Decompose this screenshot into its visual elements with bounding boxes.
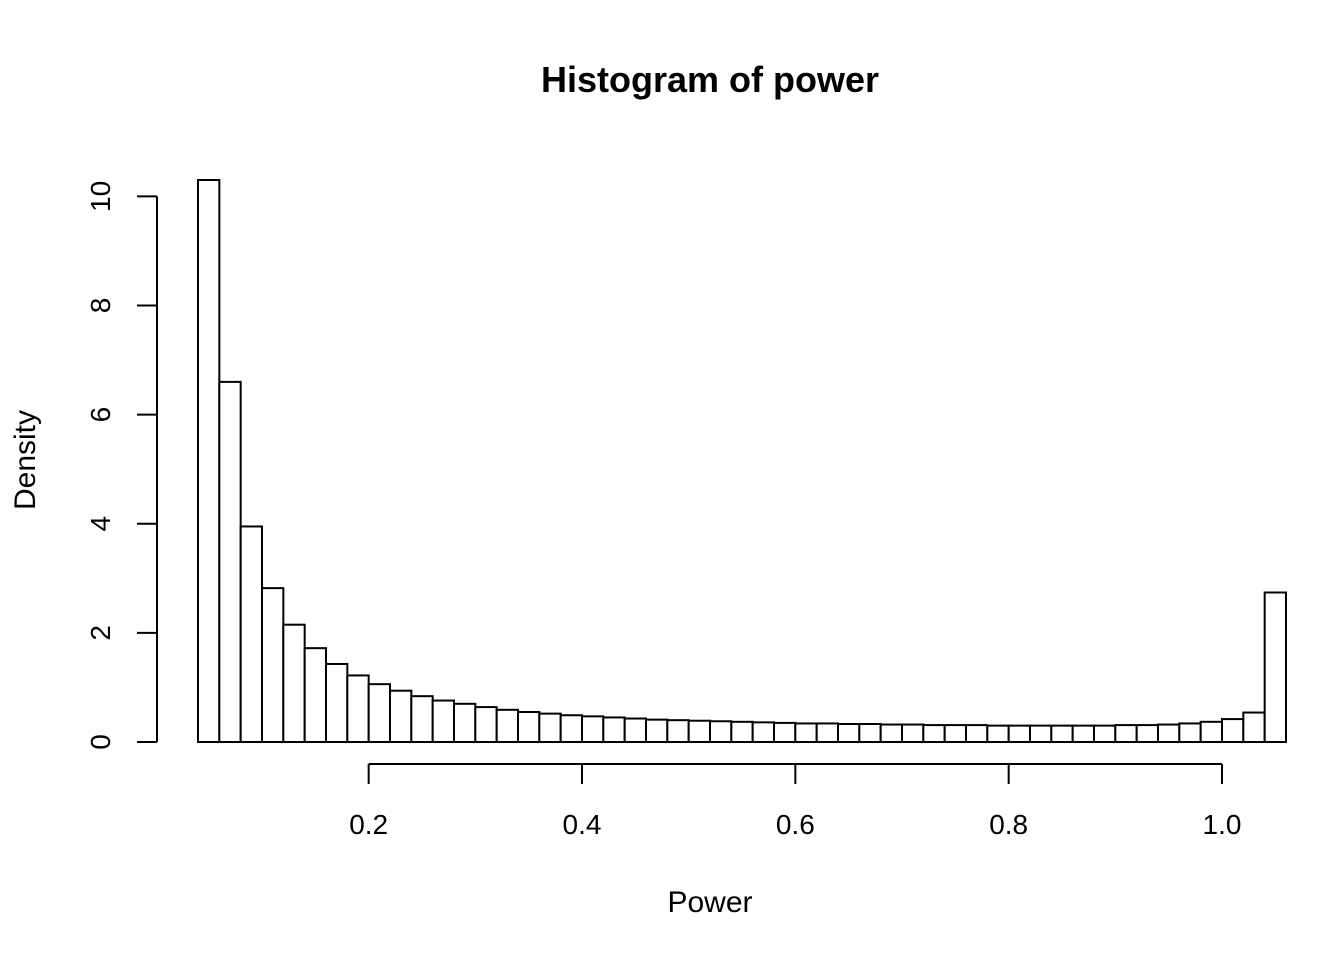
histogram-bar bbox=[367, 683, 391, 743]
histogram-bar bbox=[1199, 720, 1223, 743]
y-tick-label: 8 bbox=[85, 298, 116, 314]
histogram-bar bbox=[794, 722, 818, 744]
histogram-bar bbox=[538, 712, 562, 744]
y-tick-label: 2 bbox=[85, 625, 116, 641]
histogram-bar bbox=[1114, 724, 1138, 744]
histogram-bar bbox=[303, 647, 327, 743]
histogram-bar bbox=[282, 623, 306, 744]
histogram-bar bbox=[773, 721, 797, 743]
histogram-bar bbox=[1007, 724, 1032, 743]
histogram-bar bbox=[431, 699, 455, 744]
histogram-bar bbox=[623, 717, 648, 743]
histogram-bar bbox=[325, 662, 349, 743]
y-axis-label: Density bbox=[9, 410, 42, 510]
histogram-bar bbox=[751, 721, 776, 744]
histogram-bar bbox=[1157, 723, 1181, 743]
x-tick-label: 0.2 bbox=[349, 809, 388, 840]
histogram-bar bbox=[346, 674, 370, 743]
y-tick-label: 10 bbox=[85, 181, 116, 212]
x-tick-label: 0.6 bbox=[776, 809, 815, 840]
histogram-bar bbox=[197, 179, 221, 743]
histogram-bar bbox=[965, 724, 989, 744]
histogram-bar bbox=[602, 716, 626, 743]
histogram-bar bbox=[858, 722, 882, 744]
histogram-bar bbox=[943, 724, 968, 744]
chart-title: Histogram of power bbox=[541, 59, 879, 100]
histogram-bar bbox=[1093, 724, 1117, 743]
histogram-bar bbox=[389, 689, 413, 744]
histogram-bar bbox=[1071, 724, 1095, 743]
x-axis-label: Power bbox=[667, 886, 752, 919]
x-axis: 0.2 0.4 0.6 0.8 1.0 bbox=[349, 763, 1242, 840]
histogram-bar bbox=[815, 722, 840, 744]
histogram-bar bbox=[495, 708, 519, 743]
y-axis: 0 2 4 6 8 10 bbox=[85, 181, 158, 750]
histogram-bar bbox=[453, 702, 477, 744]
histogram-bar bbox=[1029, 724, 1053, 743]
histogram-bar bbox=[474, 706, 498, 743]
histogram-bar bbox=[410, 695, 434, 743]
histogram-bar bbox=[239, 525, 264, 743]
x-tick-label: 0.4 bbox=[563, 809, 602, 840]
histogram-bar bbox=[261, 587, 285, 743]
histogram-bar bbox=[1221, 718, 1245, 743]
histogram-bar bbox=[666, 719, 690, 743]
histogram-bar bbox=[837, 722, 861, 744]
histogram-bar bbox=[986, 724, 1010, 743]
histogram-bar bbox=[559, 714, 584, 744]
histogram-bar bbox=[687, 719, 712, 744]
histogram-bar bbox=[1263, 591, 1287, 743]
histogram-bar bbox=[709, 720, 733, 743]
x-tick-label: 0.8 bbox=[989, 809, 1028, 840]
bars-group bbox=[197, 179, 1287, 744]
histogram-bar bbox=[901, 723, 925, 743]
y-tick-label: 4 bbox=[85, 516, 116, 532]
histogram-bar bbox=[1178, 722, 1202, 744]
histogram-bar bbox=[730, 720, 754, 743]
histogram-bar bbox=[581, 715, 605, 744]
histogram-bar bbox=[1050, 724, 1074, 743]
histogram-bar bbox=[218, 380, 242, 743]
y-tick-label: 0 bbox=[85, 734, 116, 750]
histogram-bar bbox=[1242, 711, 1266, 744]
x-tick-label: 1.0 bbox=[1203, 809, 1242, 840]
histogram-bar bbox=[879, 723, 904, 743]
histogram-bar bbox=[1135, 724, 1159, 744]
y-tick-label: 6 bbox=[85, 407, 116, 423]
histogram-bar bbox=[645, 718, 669, 744]
histogram-bar bbox=[517, 710, 541, 744]
histogram-bar bbox=[922, 724, 946, 744]
